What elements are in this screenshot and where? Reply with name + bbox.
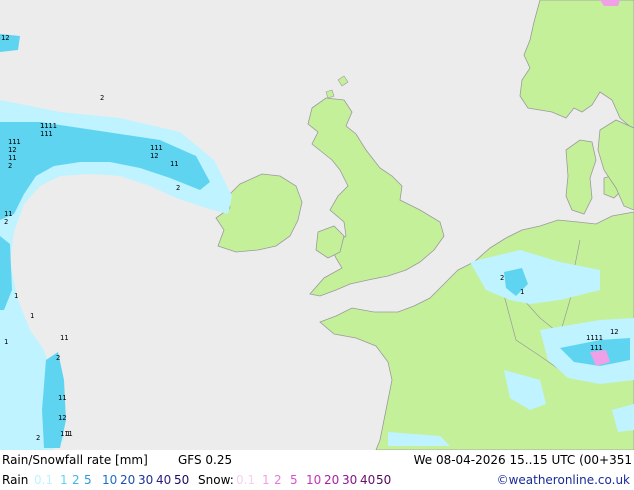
precip-value-label: 1111 — [586, 334, 603, 342]
rain-label: Rain — [2, 473, 29, 487]
precip-value-label: 1 — [66, 430, 70, 438]
rain-legend-value: 0.1 — [34, 473, 54, 487]
precip-value-label: 12 — [58, 414, 66, 422]
precip-value-label: 111 — [590, 344, 603, 352]
snow-legend-value: 50 — [376, 473, 392, 487]
precip-value-label: 2 — [500, 274, 504, 282]
rain-legend-value: 20 — [120, 473, 136, 487]
precip-value-label: 11 — [4, 210, 12, 218]
precip-value-label: 1 — [14, 292, 18, 300]
precip-value-label: 111 — [40, 130, 53, 138]
snow-patches — [590, 0, 620, 366]
map-canvas: 1111111111121121111211211211121112111211… — [0, 0, 634, 450]
rain-legend-value: 10 — [102, 473, 118, 487]
land-sweden-south — [597, 119, 634, 211]
precip-value-label: 12 — [8, 146, 16, 154]
precip-value-label: 1 — [520, 288, 524, 296]
snow-legend-value: 20 — [324, 473, 340, 487]
precip-value-label: 111 — [8, 138, 21, 146]
valid-time: We 08-04-2026 15..15 UTC (00+351 — [413, 453, 632, 467]
precip-value-label: 11 — [170, 160, 178, 168]
land-ireland — [215, 173, 303, 253]
rain-legend-value: 50 — [174, 473, 190, 487]
rain-patches-continent — [388, 250, 634, 446]
precip-value-label: 111 — [60, 430, 73, 438]
precip-value-label: 2 — [176, 184, 180, 192]
precip-value-label: 2 — [100, 94, 104, 102]
legend-row: Rain 0.1 1 2 5 10 20 30 40 50 Snow: 0.1 … — [0, 470, 634, 490]
weather-map: 1111 111 111 12 11 2 111 12 11 2 11 2 1 11 2 11 12 111 2 11… — [0, 0, 634, 450]
rain-legend-value: 30 — [138, 473, 154, 487]
map-title: Rain/Snowfall rate [mm] — [2, 453, 148, 467]
snow-legend-value: 10 — [306, 473, 322, 487]
precip-value-label: 11 — [60, 334, 68, 342]
snow-legend-value: 1 — [262, 473, 270, 487]
snow-legend-value: 0.1 — [236, 473, 256, 487]
rain-legend-value: 2 — [72, 473, 80, 487]
precip-value-label: 11 — [8, 154, 16, 162]
precip-value-label: 2 — [4, 218, 8, 226]
land-denmark — [565, 139, 597, 215]
snow-legend-value: 2 — [274, 473, 282, 487]
precip-value-label: 11 — [58, 394, 66, 402]
land-scandinavia — [519, 0, 634, 131]
credit-link[interactable]: ©weatheronline.co.uk — [496, 473, 630, 487]
land-great-britain — [307, 97, 445, 297]
title-row: Rain/Snowfall rate [mm] GFS 0.25 We 08-0… — [0, 450, 634, 470]
precip-value-label: 12 — [150, 152, 158, 160]
precip-value-label: 2 — [8, 162, 12, 170]
model-name: GFS 0.25 — [178, 453, 233, 467]
precip-value-label: 111 — [150, 144, 163, 152]
rain-legend-value: 1 — [60, 473, 68, 487]
rain-band-atlantic — [0, 34, 232, 450]
precip-value-label: 1111 — [40, 122, 57, 130]
precip-value-label: 2 — [56, 354, 60, 362]
precip-value-label: 2 — [36, 434, 40, 442]
land-wales — [315, 225, 345, 259]
snow-legend-value: 40 — [360, 473, 376, 487]
precip-labels: 1111111111121121111211211211121112111211… — [1, 34, 618, 442]
precip-value-label: 1 — [4, 338, 8, 346]
precip-value-label: 1 — [30, 312, 34, 320]
land-islands-north — [325, 75, 349, 99]
rain-legend-value: 5 — [84, 473, 92, 487]
rain-legend-value: 40 — [156, 473, 172, 487]
snow-label: Snow: — [198, 473, 234, 487]
snow-legend-value: 5 — [290, 473, 298, 487]
snow-legend-value: 30 — [342, 473, 358, 487]
map-footer: Rain/Snowfall rate [mm] GFS 0.25 We 08-0… — [0, 450, 634, 490]
precip-value-label: 12 — [1, 34, 9, 42]
precip-value-label: 12 — [610, 328, 618, 336]
precip-value-label: 1 — [40, 122, 44, 130]
country-borders — [473, 239, 634, 381]
